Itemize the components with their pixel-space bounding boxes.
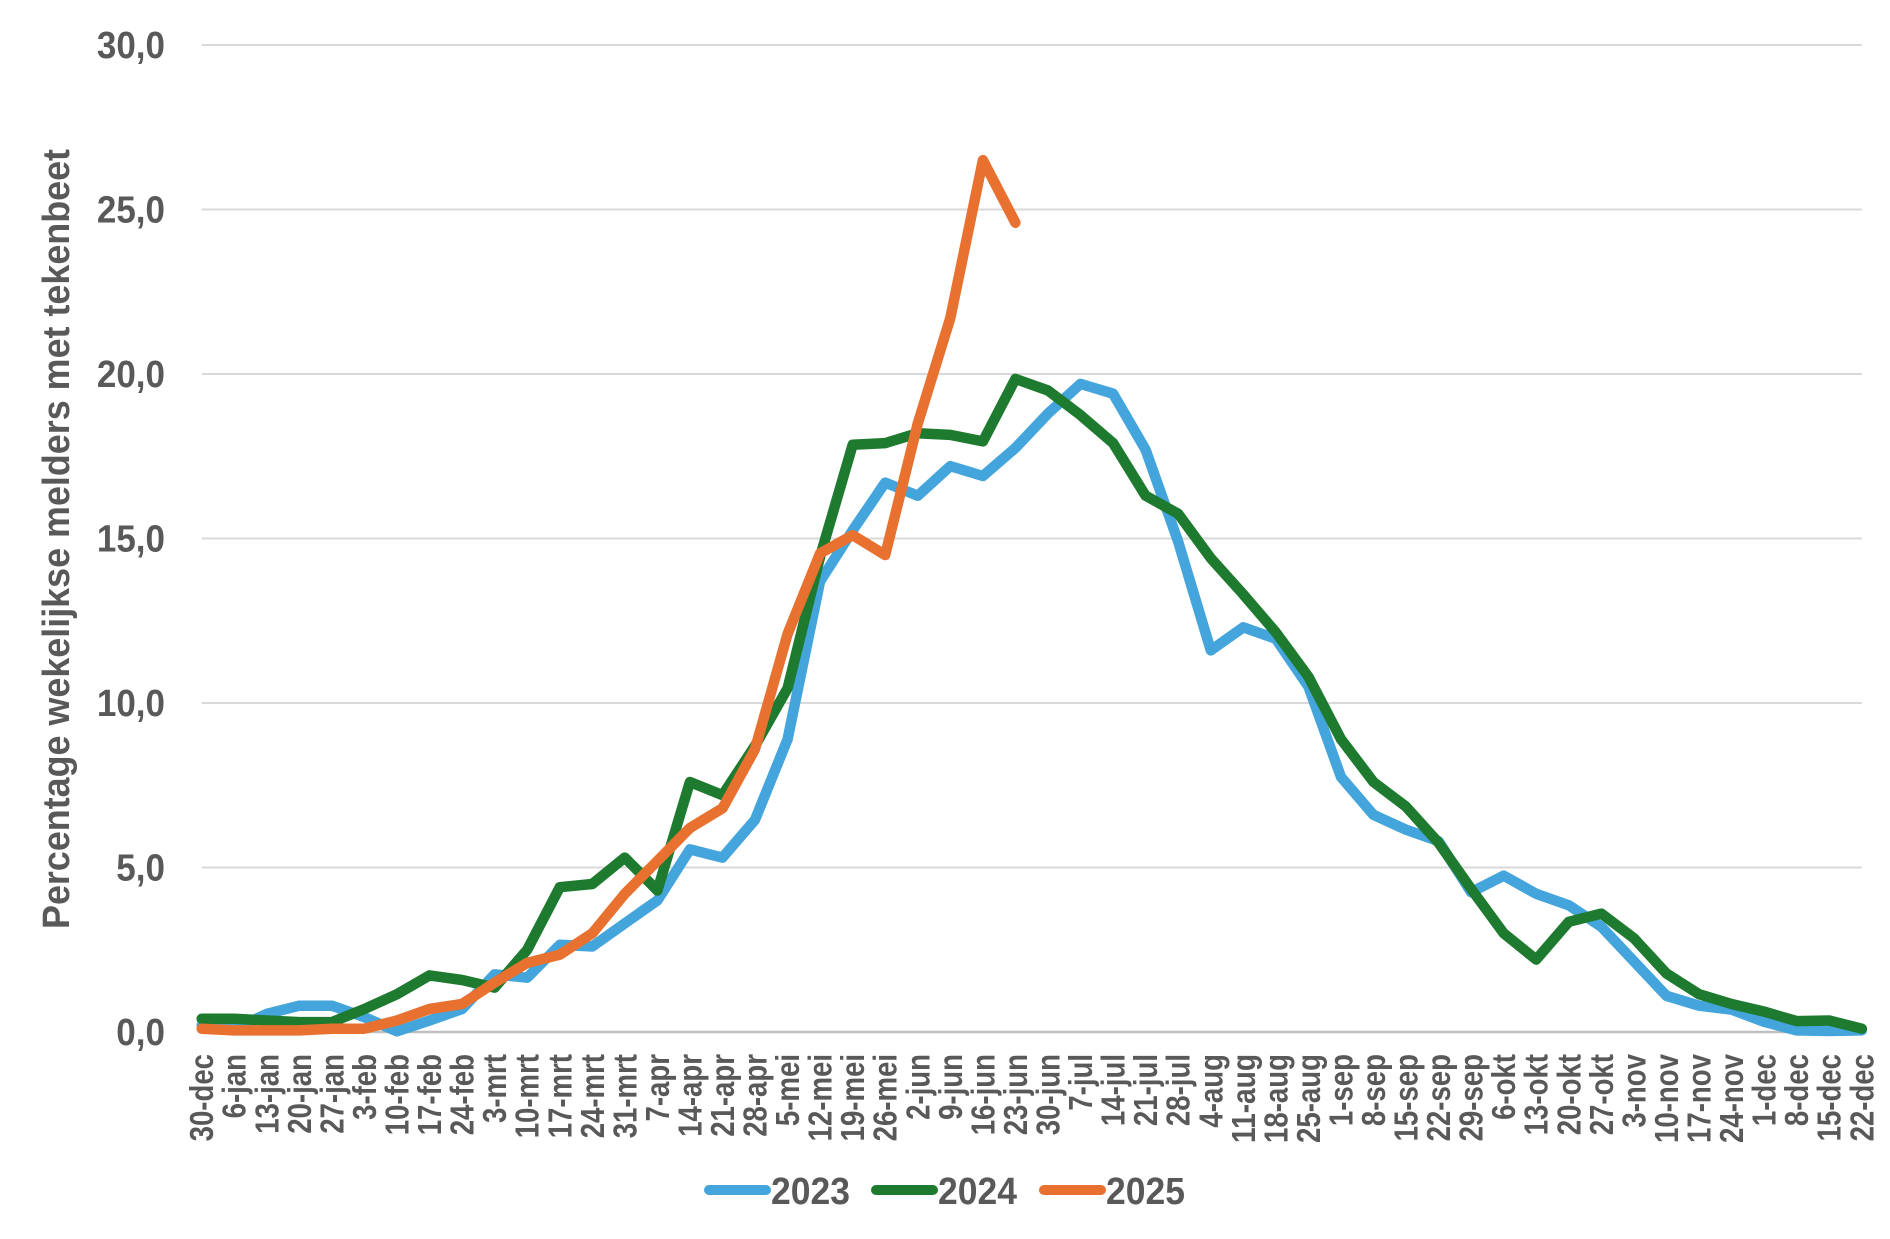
svg-text:6-okt: 6-okt: [1485, 1054, 1522, 1120]
svg-text:1-sep: 1-sep: [1323, 1054, 1360, 1126]
svg-text:12-mei: 12-mei: [802, 1054, 839, 1141]
svg-text:11-aug: 11-aug: [1225, 1054, 1262, 1143]
svg-text:16-jun: 16-jun: [964, 1054, 1001, 1135]
svg-text:2025: 2025: [1106, 1171, 1185, 1213]
svg-text:31-mrt: 31-mrt: [606, 1054, 643, 1138]
svg-text:3-mrt: 3-mrt: [476, 1054, 513, 1123]
svg-text:9-jun: 9-jun: [932, 1054, 969, 1120]
svg-text:28-apr: 28-apr: [737, 1054, 774, 1137]
svg-text:15-sep: 15-sep: [1388, 1054, 1425, 1141]
svg-text:27-okt: 27-okt: [1583, 1054, 1620, 1135]
svg-text:10,0: 10,0: [97, 683, 165, 725]
svg-text:17-mrt: 17-mrt: [541, 1054, 578, 1138]
svg-text:22-dec: 22-dec: [1843, 1054, 1880, 1141]
svg-text:30-jun: 30-jun: [1030, 1054, 1067, 1135]
svg-text:3-feb: 3-feb: [346, 1054, 383, 1120]
svg-text:14-jul: 14-jul: [1095, 1054, 1132, 1126]
svg-text:24-nov: 24-nov: [1713, 1053, 1750, 1143]
svg-text:7-jul: 7-jul: [1062, 1054, 1099, 1111]
svg-text:20,0: 20,0: [97, 354, 165, 396]
svg-text:13-okt: 13-okt: [1518, 1054, 1555, 1135]
svg-text:25-aug: 25-aug: [1290, 1054, 1327, 1143]
svg-text:13-jan: 13-jan: [248, 1054, 285, 1134]
svg-text:21-jul: 21-jul: [1127, 1054, 1164, 1126]
svg-text:27-jan: 27-jan: [313, 1054, 350, 1134]
svg-text:1-dec: 1-dec: [1746, 1054, 1783, 1126]
svg-text:23-jun: 23-jun: [997, 1054, 1034, 1135]
svg-text:21-apr: 21-apr: [704, 1054, 741, 1137]
svg-text:2023: 2023: [771, 1171, 850, 1213]
svg-text:5-mei: 5-mei: [769, 1054, 806, 1126]
svg-text:30-dec: 30-dec: [183, 1054, 220, 1141]
svg-text:17-nov: 17-nov: [1681, 1053, 1718, 1143]
svg-text:5,0: 5,0: [116, 848, 165, 890]
svg-text:28-jul: 28-jul: [1160, 1054, 1197, 1126]
svg-text:19-mei: 19-mei: [834, 1054, 871, 1141]
svg-text:20-okt: 20-okt: [1550, 1054, 1587, 1135]
svg-text:4-aug: 4-aug: [1192, 1054, 1229, 1128]
svg-text:24-feb: 24-feb: [444, 1054, 481, 1135]
svg-text:2024: 2024: [938, 1171, 1017, 1213]
svg-text:26-mei: 26-mei: [867, 1054, 904, 1141]
svg-text:3-nov: 3-nov: [1615, 1053, 1652, 1127]
svg-text:15-dec: 15-dec: [1811, 1054, 1848, 1141]
svg-text:15,0: 15,0: [97, 519, 165, 561]
svg-text:2-jun: 2-jun: [899, 1054, 936, 1120]
svg-text:30,0: 30,0: [97, 25, 165, 67]
svg-text:7-apr: 7-apr: [639, 1054, 676, 1122]
svg-text:8-sep: 8-sep: [1355, 1054, 1392, 1126]
svg-text:0,0: 0,0: [116, 1012, 165, 1054]
svg-text:29-sep: 29-sep: [1453, 1054, 1490, 1141]
svg-text:8-dec: 8-dec: [1778, 1054, 1815, 1126]
svg-text:24-mrt: 24-mrt: [574, 1054, 611, 1138]
svg-text:22-sep: 22-sep: [1420, 1054, 1457, 1141]
svg-text:17-feb: 17-feb: [411, 1054, 448, 1135]
svg-text:20-jan: 20-jan: [281, 1054, 318, 1134]
svg-text:10-mrt: 10-mrt: [509, 1054, 546, 1138]
svg-text:25,0: 25,0: [97, 190, 165, 232]
svg-text:10-nov: 10-nov: [1648, 1053, 1685, 1143]
svg-text:6-jan: 6-jan: [216, 1054, 253, 1118]
svg-text:14-apr: 14-apr: [671, 1054, 708, 1137]
svg-text:18-aug: 18-aug: [1257, 1054, 1294, 1143]
svg-text:Percentage wekelijkse melders: Percentage wekelijkse melders met tekenb…: [36, 149, 78, 929]
svg-text:10-feb: 10-feb: [379, 1054, 416, 1135]
